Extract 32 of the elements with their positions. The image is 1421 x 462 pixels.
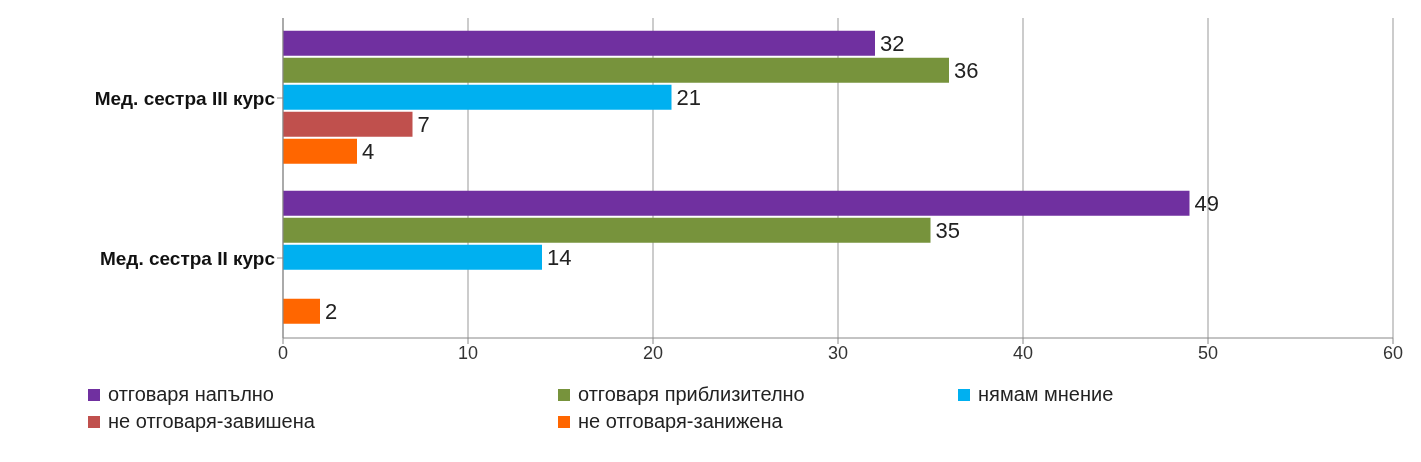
x-tick-label: 60 (1382, 342, 1404, 363)
bar (283, 138, 357, 164)
x-tick-label: 50 (1197, 342, 1219, 363)
data-label: 4 (362, 139, 375, 165)
legend-label: нямам мнение (978, 383, 1114, 406)
x-tick-label: 40 (1012, 342, 1034, 363)
data-label: 14 (547, 245, 572, 271)
legend-label: отговаря приблизително (578, 383, 805, 406)
data-label: 21 (676, 85, 701, 111)
y-tick-label: Мед. сестра III курс (94, 87, 276, 109)
x-tick-label: 10 (457, 342, 479, 363)
data-label: 7 (417, 112, 430, 138)
bar (283, 190, 1190, 216)
legend-label: не отговаря-завишена (108, 410, 315, 433)
bar (283, 57, 949, 83)
bar (283, 111, 413, 137)
data-label: 36 (954, 58, 979, 84)
legend-label: не отговаря-занижена (578, 410, 783, 433)
data-label: 35 (935, 218, 960, 244)
bar (283, 244, 542, 270)
bar (283, 298, 320, 324)
data-label: 2 (325, 299, 338, 325)
y-tick-label: Мед. сестра II курс (99, 247, 276, 269)
x-tick-label: 30 (827, 342, 849, 363)
data-label: 32 (880, 31, 905, 57)
bar (283, 84, 672, 110)
bar (283, 30, 875, 56)
bar (283, 217, 931, 243)
data-label: 49 (1194, 191, 1219, 217)
legend-label: отговаря напълно (108, 383, 274, 406)
x-tick-label: 0 (277, 342, 289, 363)
x-tick-label: 20 (642, 342, 664, 363)
